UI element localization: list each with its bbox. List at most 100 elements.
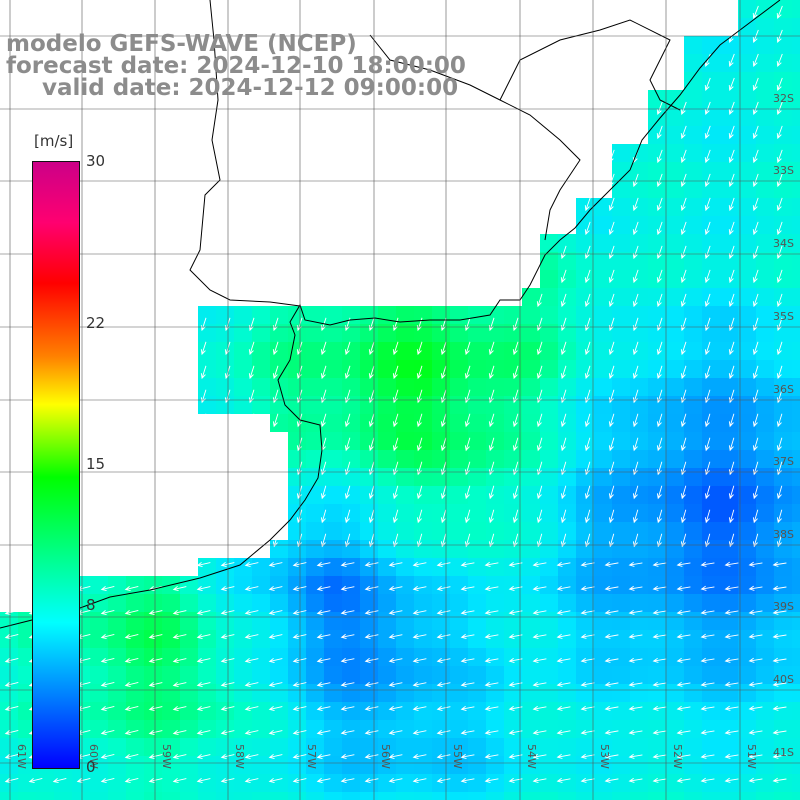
speed-cell <box>648 666 666 684</box>
wind-arrow <box>580 753 595 759</box>
speed-cell <box>576 198 594 216</box>
speed-cell <box>234 396 252 414</box>
speed-cell <box>504 792 522 800</box>
speed-cell <box>342 684 360 702</box>
speed-cell <box>684 396 702 414</box>
wind-arrow <box>604 657 619 663</box>
speed-cell <box>198 396 216 414</box>
speed-cell <box>720 684 738 702</box>
speed-cell <box>360 540 378 558</box>
wind-arrow <box>416 509 423 524</box>
wind-arrow <box>368 365 375 380</box>
wind-arrow <box>776 53 783 68</box>
speed-cell <box>198 738 216 756</box>
speed-cell <box>774 54 792 72</box>
speed-cell <box>738 378 756 396</box>
speed-cell <box>468 666 486 684</box>
speed-cell <box>450 612 468 630</box>
wind-arrow <box>724 705 739 711</box>
speed-cell <box>774 36 792 54</box>
speed-cell <box>612 378 630 396</box>
speed-cell <box>792 450 800 468</box>
wind-arrow <box>608 173 615 188</box>
lon-label: 60W <box>87 744 100 769</box>
speed-cell <box>792 612 800 630</box>
speed-cell <box>594 612 612 630</box>
wind-arrow <box>556 657 571 663</box>
lat-label: 39S <box>773 600 794 613</box>
speed-cell <box>792 234 800 252</box>
wind-arrow <box>580 633 595 639</box>
speed-cell <box>666 558 684 576</box>
wind-arrow <box>752 485 759 500</box>
speed-cell <box>720 324 738 342</box>
speed-cell <box>270 666 288 684</box>
speed-cell <box>630 612 648 630</box>
speed-cell <box>738 270 756 288</box>
wind-arrow <box>556 729 571 735</box>
speed-cell <box>486 522 504 540</box>
wind-arrow <box>388 777 403 783</box>
speed-cell <box>648 486 666 504</box>
speed-cell <box>540 306 558 324</box>
speed-cell <box>0 648 18 666</box>
speed-cell <box>612 576 630 594</box>
wind-arrow <box>392 341 399 356</box>
speed-cell <box>342 396 360 414</box>
country-border <box>369 34 581 241</box>
speed-cell <box>324 432 342 450</box>
speed-cell <box>684 612 702 630</box>
wind-arrow <box>704 341 711 356</box>
speed-cell <box>738 630 756 648</box>
speed-cell <box>648 288 666 306</box>
speed-cell <box>702 54 720 72</box>
colorbar <box>32 161 80 769</box>
speed-cell <box>720 216 738 234</box>
speed-cell <box>720 108 738 126</box>
speed-cell <box>432 360 450 378</box>
speed-cell <box>414 576 432 594</box>
wind-arrow <box>752 149 759 164</box>
speed-cell <box>378 432 396 450</box>
wind-arrow <box>4 609 19 616</box>
speed-cell <box>558 612 576 630</box>
wind-arrow <box>392 437 399 452</box>
wind-arrow <box>608 197 615 212</box>
speed-cell <box>630 414 648 432</box>
speed-cell <box>270 360 288 378</box>
speed-cell <box>450 540 468 558</box>
wind-arrow <box>316 633 331 639</box>
speed-cell <box>684 342 702 360</box>
speed-cell <box>414 360 432 378</box>
wind-arrow <box>748 681 763 687</box>
speed-cell <box>378 738 396 756</box>
speed-cell <box>756 36 774 54</box>
speed-cell <box>18 738 36 756</box>
speed-cell <box>648 450 666 468</box>
speed-cell <box>306 558 324 576</box>
speed-cell <box>324 702 342 720</box>
speed-cell <box>684 684 702 702</box>
speed-cell <box>504 378 522 396</box>
speed-cell <box>720 576 738 594</box>
speed-cell <box>720 774 738 792</box>
speed-cell <box>738 504 756 522</box>
wind-arrow <box>772 777 787 783</box>
speed-cell <box>504 450 522 468</box>
speed-cell <box>162 720 180 738</box>
speed-cell <box>342 738 360 756</box>
speed-cell <box>774 720 792 738</box>
speed-cell <box>378 540 396 558</box>
speed-cell <box>630 198 648 216</box>
wind-arrow <box>680 173 687 188</box>
speed-cell <box>774 180 792 198</box>
wind-arrow <box>776 413 783 428</box>
speed-cell <box>342 756 360 774</box>
speed-cell <box>558 738 576 756</box>
speed-cell <box>360 342 378 360</box>
speed-cell <box>774 0 792 18</box>
wind-arrow <box>488 365 495 380</box>
speed-cell <box>576 414 594 432</box>
wind-arrow <box>728 221 735 236</box>
wind-arrow <box>584 341 591 356</box>
